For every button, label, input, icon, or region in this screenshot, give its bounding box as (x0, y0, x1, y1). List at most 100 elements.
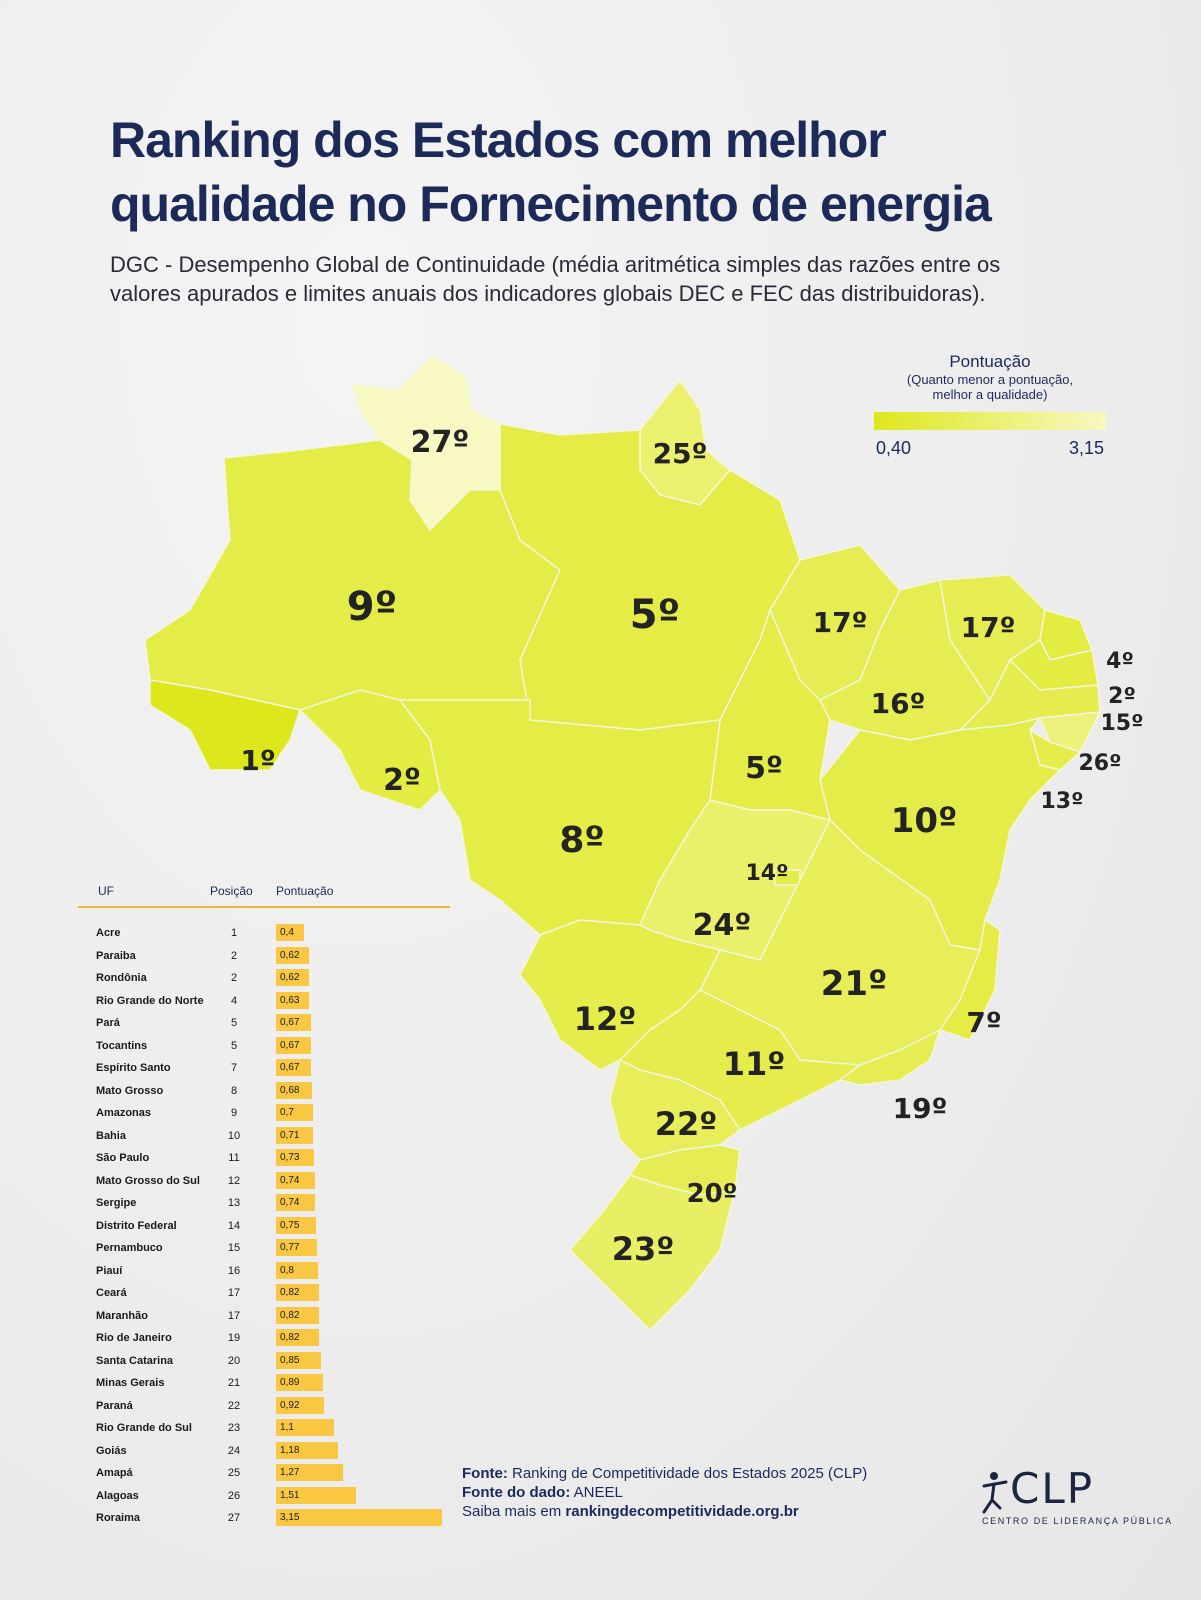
row-uf: Minas Gerais (96, 1377, 165, 1389)
row-uf: Rio Grande do Norte (96, 994, 204, 1007)
column-header-uf: UF (98, 884, 114, 898)
map-label-tocantins: 5º (745, 751, 783, 786)
row-uf: Rio Grande do Sul (96, 1422, 192, 1434)
row-position: 5 (230, 1039, 238, 1052)
table-row: São Paulo 11 0,73 (78, 1147, 450, 1170)
row-position: 17 (227, 1309, 241, 1322)
legend-max-label: 3,15 (1068, 438, 1104, 458)
row-score-bar (276, 1126, 314, 1144)
table-row: Rio Grande do Norte 4 0,63 (78, 990, 450, 1013)
row-score: 0,67 (280, 1039, 300, 1051)
row-score: 3,15 (280, 1512, 300, 1523)
row-uf: Tocantins (96, 1039, 148, 1052)
row-score-bar (276, 991, 310, 1009)
table-row: Mato Grosso do Sul 12 0,74 (78, 1170, 450, 1193)
table-row: Sergipe 13 0,74 (78, 1192, 450, 1215)
row-position: 25 (227, 1467, 241, 1479)
logo-text: CLP (1010, 1464, 1095, 1513)
row-score-bar (276, 1216, 316, 1234)
more-info-link[interactable]: rankingdecompetitividade.org.br (565, 1503, 799, 1520)
table-row: Amazonas 9 0,7 (78, 1102, 450, 1125)
source-line: Fonte: Ranking de Competitividade dos Es… (462, 1464, 867, 1483)
row-uf: Bahia (96, 1129, 126, 1142)
table-row: Goiás 24 1,18 (78, 1440, 450, 1463)
table-row: Santa Catarina 20 0,85 (78, 1350, 450, 1373)
row-score-bar (276, 1306, 320, 1324)
row-score: 0,92 (280, 1399, 300, 1411)
row-score: 0,63 (280, 994, 300, 1006)
map-label-distrito-federal: 14º (745, 861, 788, 886)
row-score-bar (276, 1014, 312, 1031)
table-row: Rio Grande do Sul 23 1,1 (78, 1417, 450, 1440)
row-score: 1,1 (280, 1422, 294, 1433)
row-score-bar (276, 1149, 315, 1166)
state-espirito-santo[interactable] (939, 919, 1001, 1041)
map-label-minas-gerais: 21º (821, 964, 888, 1004)
row-score-bar (276, 1441, 339, 1459)
state-acre[interactable] (149, 679, 301, 771)
column-header-score: Pontuação (276, 884, 334, 898)
row-position: 24 (227, 1444, 241, 1457)
row-score: 0,82 (280, 1332, 300, 1343)
table-row: Paraná 22 0,92 (78, 1395, 450, 1418)
state-rio-de-janeiro[interactable] (839, 1029, 941, 1086)
table-row: Pernambuco 15 0,77 (78, 1237, 450, 1260)
row-score: 0,85 (280, 1354, 300, 1366)
row-score-bar (276, 924, 304, 941)
row-score-bar (276, 1104, 313, 1121)
row-score: 0,67 (280, 1062, 300, 1073)
row-position: 14 (227, 1219, 241, 1232)
table-row: Espírito Santo 7 0,67 (78, 1057, 450, 1080)
table-row: Mato Grosso 8 0,68 (78, 1080, 450, 1103)
row-position: 2 (230, 949, 238, 962)
map-label-rio-de-janeiro: 19º (893, 1092, 948, 1125)
row-position: 19 (227, 1332, 241, 1344)
row-score-bar (276, 1261, 319, 1279)
row-score: 0,8 (280, 1264, 294, 1276)
state-rio-grande-do-sul[interactable] (569, 1174, 736, 1331)
row-position: 2 (230, 972, 238, 984)
row-score-bar (276, 1194, 315, 1211)
row-score: 0,75 (280, 1219, 300, 1231)
row-position: 16 (227, 1264, 241, 1277)
row-score: 1,27 (280, 1467, 300, 1478)
row-position: 23 (227, 1422, 241, 1434)
row-score: 0,74 (280, 1197, 300, 1208)
row-score-bar (276, 969, 309, 986)
map-legend: Pontuação (Quanto menor a pontuação, mel… (872, 352, 1108, 460)
row-score: 0,62 (280, 972, 300, 983)
row-score-bar (276, 1396, 325, 1414)
row-score: 0,82 (280, 1309, 300, 1321)
row-uf: Mato Grosso do Sul (96, 1174, 200, 1187)
row-uf: Mato Grosso (96, 1084, 164, 1097)
row-uf: Santa Catarina (96, 1354, 174, 1367)
map-label-para: 5º (630, 592, 680, 638)
table-body: Acre 1 0,4 Paraiba 2 0,62 Rondônia 2 0,62 Rio Gra… (78, 922, 450, 1530)
ranking-table: UF Posição Pontuação Acre 1 0,4 Paraiba 2 0,6… (78, 880, 450, 1530)
row-position: 7 (230, 1062, 238, 1074)
footer-sources: Fonte: Ranking de Competitividade dos Es… (462, 1464, 867, 1521)
table-row: Acre 1 0,4 (78, 922, 450, 945)
row-uf: Distrito Federal (96, 1219, 177, 1232)
row-uf: Alagoas (96, 1489, 139, 1502)
row-score-bar (276, 1464, 343, 1481)
map-label-ceara: 17º (961, 611, 1016, 644)
row-score: 0,82 (280, 1287, 300, 1298)
map-label-acre: 1º (240, 744, 275, 777)
row-score: 1,51 (280, 1489, 300, 1501)
map-label-mato-grosso-do-sul: 12º (574, 1000, 637, 1038)
row-score: 0,68 (280, 1084, 300, 1096)
row-uf: Amazonas (96, 1107, 152, 1119)
clp-figure-icon (982, 1472, 1008, 1514)
row-position: 11 (228, 1152, 240, 1164)
row-score-bar (276, 1081, 312, 1099)
row-position: 22 (227, 1399, 241, 1412)
row-score: 0,73 (280, 1152, 300, 1163)
row-uf: Paraiba (96, 949, 136, 962)
row-score-bar (276, 1509, 442, 1526)
map-label-paraiba: 2º (1108, 684, 1136, 709)
data-source-label: Fonte do dado: (462, 1484, 571, 1501)
column-header-position: Posição (210, 884, 253, 898)
logo-subtitle: CENTRO DE LIDERANÇA PÚBLICA (982, 1516, 1173, 1526)
row-uf: Roraima (96, 1512, 141, 1524)
